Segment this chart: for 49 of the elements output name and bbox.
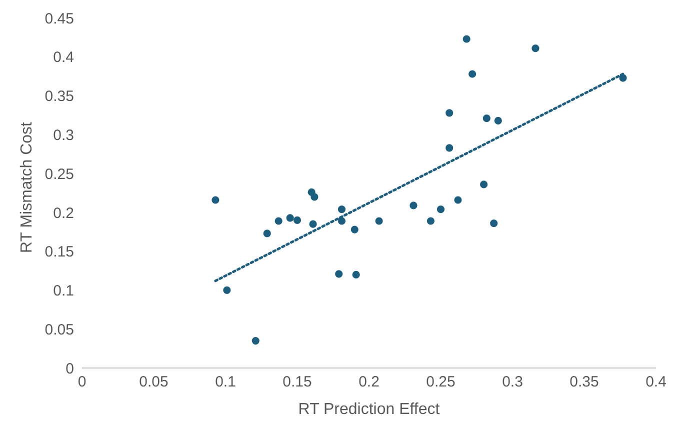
point: [310, 193, 318, 201]
y-tick-label: 0.35: [44, 88, 74, 106]
y-tick-label: 0.15: [44, 244, 74, 261]
x-tick-label: 0.3: [502, 374, 523, 391]
point: [426, 217, 435, 225]
point: [436, 206, 445, 214]
point: [274, 217, 282, 225]
y-tick-label: 0.4: [53, 49, 74, 66]
point: [338, 206, 346, 214]
y-axis-title: RT Mismatch Cost: [18, 121, 36, 253]
point: [252, 336, 260, 345]
y-tick-label: 0.2: [53, 204, 74, 222]
y-tick-label: 0: [66, 360, 74, 378]
point: [446, 109, 454, 117]
point: [352, 270, 360, 278]
point: [490, 220, 498, 228]
x-tick-label: 0.35: [570, 374, 599, 391]
x-tick-label: 0.1: [215, 374, 236, 391]
point: [454, 196, 462, 204]
point: [212, 196, 220, 204]
point: [494, 116, 502, 124]
point: [532, 44, 540, 52]
x-tick-label: 0.15: [282, 374, 312, 391]
point: [335, 270, 343, 278]
y-tick-label: 0.3: [53, 126, 74, 144]
point: [309, 220, 317, 228]
point: [462, 35, 470, 43]
x-tick-label: 0.4: [646, 374, 666, 391]
point: [263, 230, 271, 238]
point: [410, 202, 418, 210]
point: [482, 114, 490, 122]
x-tick-label: 0.2: [358, 374, 380, 391]
y-tick-label: 0.45: [44, 10, 74, 28]
point: [480, 180, 488, 188]
x-tick-label: 0.25: [426, 374, 456, 391]
point: [293, 216, 302, 224]
y-tick-label: 0.05: [44, 321, 74, 338]
point: [446, 144, 454, 152]
point: [223, 286, 231, 294]
y-tick-label: 0.1: [53, 282, 74, 300]
point: [375, 217, 383, 225]
point: [338, 217, 346, 225]
x-tick-label: 0: [78, 374, 86, 391]
point: [286, 214, 294, 222]
point: [468, 70, 476, 78]
point: [350, 226, 358, 234]
y-tick-label: 0.25: [44, 166, 74, 183]
x-axis-title: RT Prediction Effect: [298, 401, 440, 418]
x-tick-label: 0.05: [139, 374, 168, 391]
